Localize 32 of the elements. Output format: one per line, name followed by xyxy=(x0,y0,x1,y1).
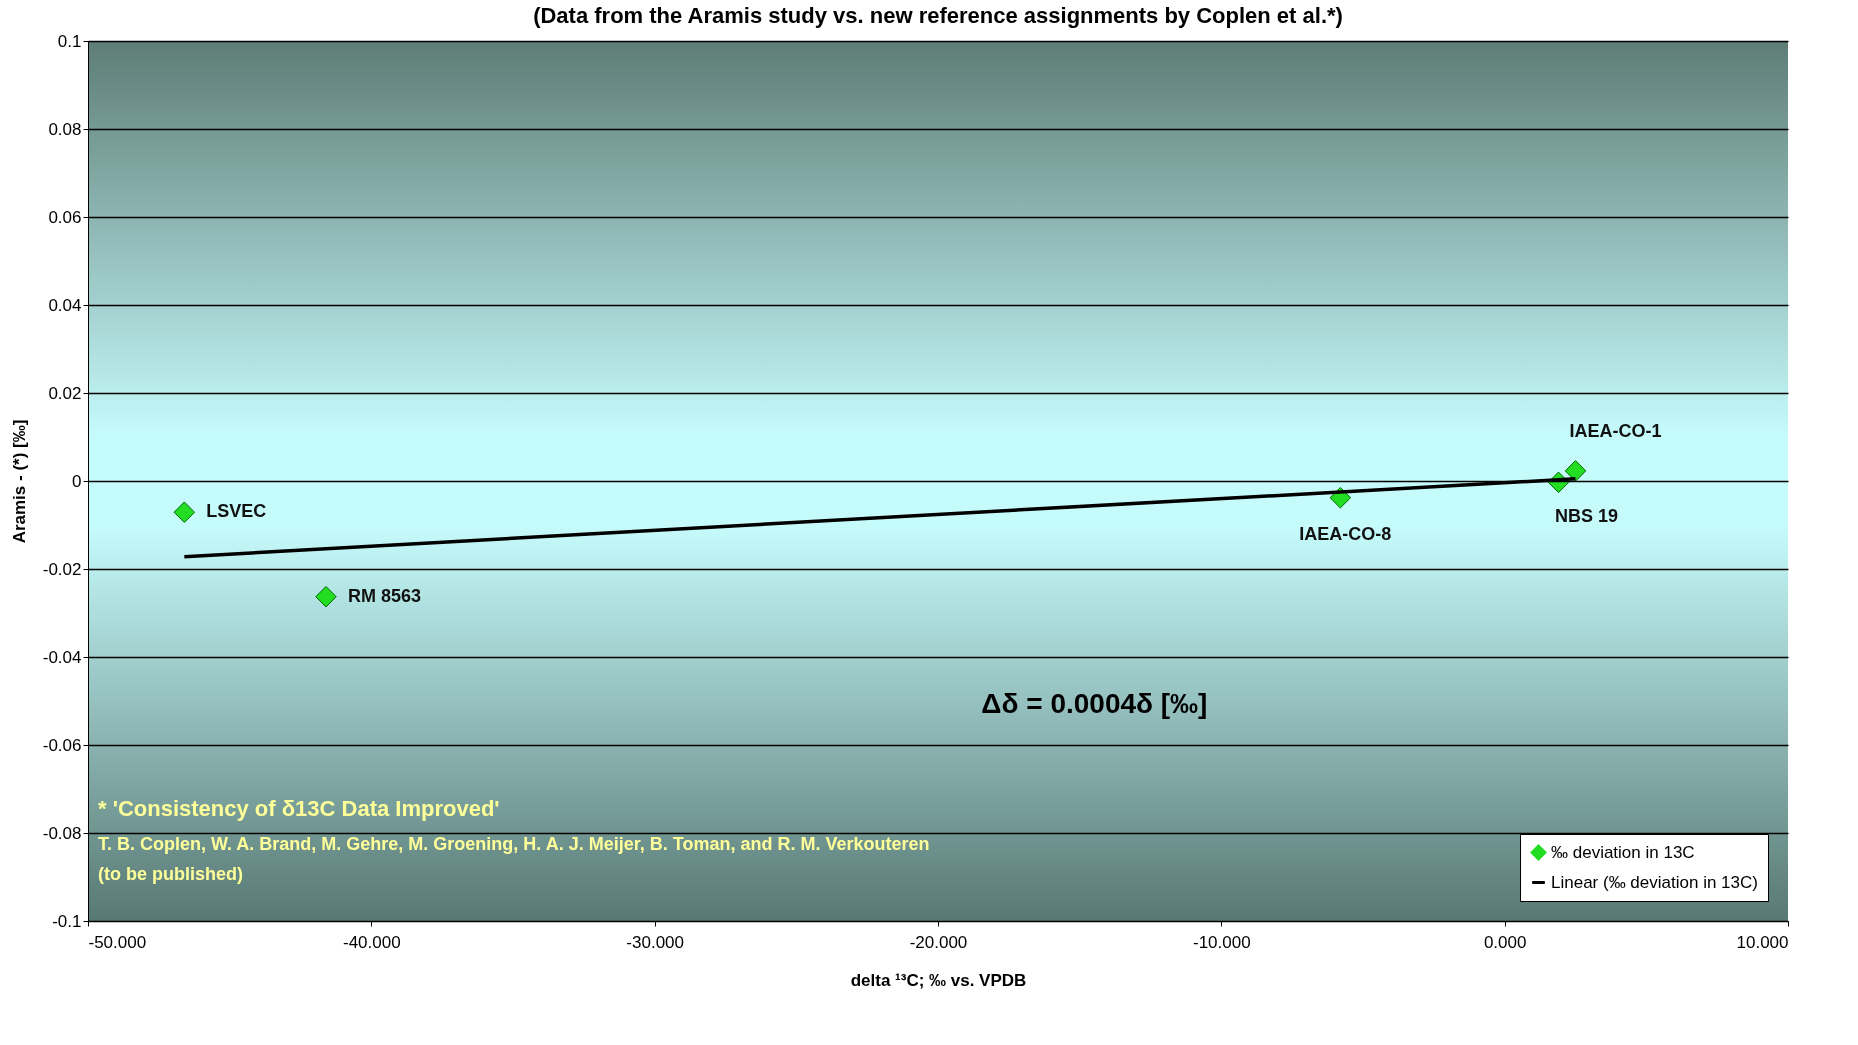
annotation: T. B. Coplen, W. A. Brand, M. Gehre, M. Groening, H. A. J. Meijer, B. Toman, and R. M. Verkouteren xyxy=(98,834,930,854)
y-tick-label: 0.04 xyxy=(48,295,82,315)
annotation: NBS 19 xyxy=(1554,506,1619,527)
annotation: RM 8563 xyxy=(348,585,422,606)
y-tick-label: -0.08 xyxy=(42,823,82,843)
annotation: * 'Consistency of δ13C Data Improved' xyxy=(98,796,500,821)
x-tick-label: -50.000 xyxy=(88,932,147,952)
y-tick-label: -0.02 xyxy=(42,559,82,579)
legend-label: ‰ deviation in 13C xyxy=(1551,842,1695,862)
legend-label: Linear (‰ deviation in 13C) xyxy=(1551,872,1758,892)
y-axis-title: Aramis - (*) [‰] xyxy=(9,419,29,544)
annotation: IAEA-CO-8 xyxy=(1299,523,1392,544)
x-tick-label: 0.000 xyxy=(1483,932,1527,952)
y-tick-label: 0.08 xyxy=(48,119,82,139)
y-tick-label: -0.1 xyxy=(52,911,82,931)
annotation: IAEA-CO-1 xyxy=(1569,420,1662,441)
y-tick-label: 0 xyxy=(72,471,82,491)
x-axis-title: delta ¹³C; ‰ vs. VPDB xyxy=(850,970,1027,990)
y-tick-label: 0.1 xyxy=(57,31,82,51)
annotation: (to be published) xyxy=(98,864,243,884)
x-tick-label: -20.000 xyxy=(909,932,968,952)
x-tick-label: -40.000 xyxy=(343,932,401,952)
y-tick-label: 0.02 xyxy=(48,383,82,403)
chart-title: (Data from the Aramis study vs. new reference assignments by Coplen et al.*) xyxy=(533,3,1343,28)
annotation: Δδ = 0.0004δ [‰] xyxy=(981,688,1208,720)
y-tick-label: -0.04 xyxy=(42,647,82,667)
x-tick-label: 10.000 xyxy=(1736,932,1789,952)
y-tick-label: 0.06 xyxy=(48,207,82,227)
annotation: LSVEC xyxy=(206,501,267,522)
y-tick-label: -0.06 xyxy=(42,735,82,755)
x-tick-label: -10.000 xyxy=(1193,932,1251,952)
x-tick-label: -30.000 xyxy=(626,932,684,952)
